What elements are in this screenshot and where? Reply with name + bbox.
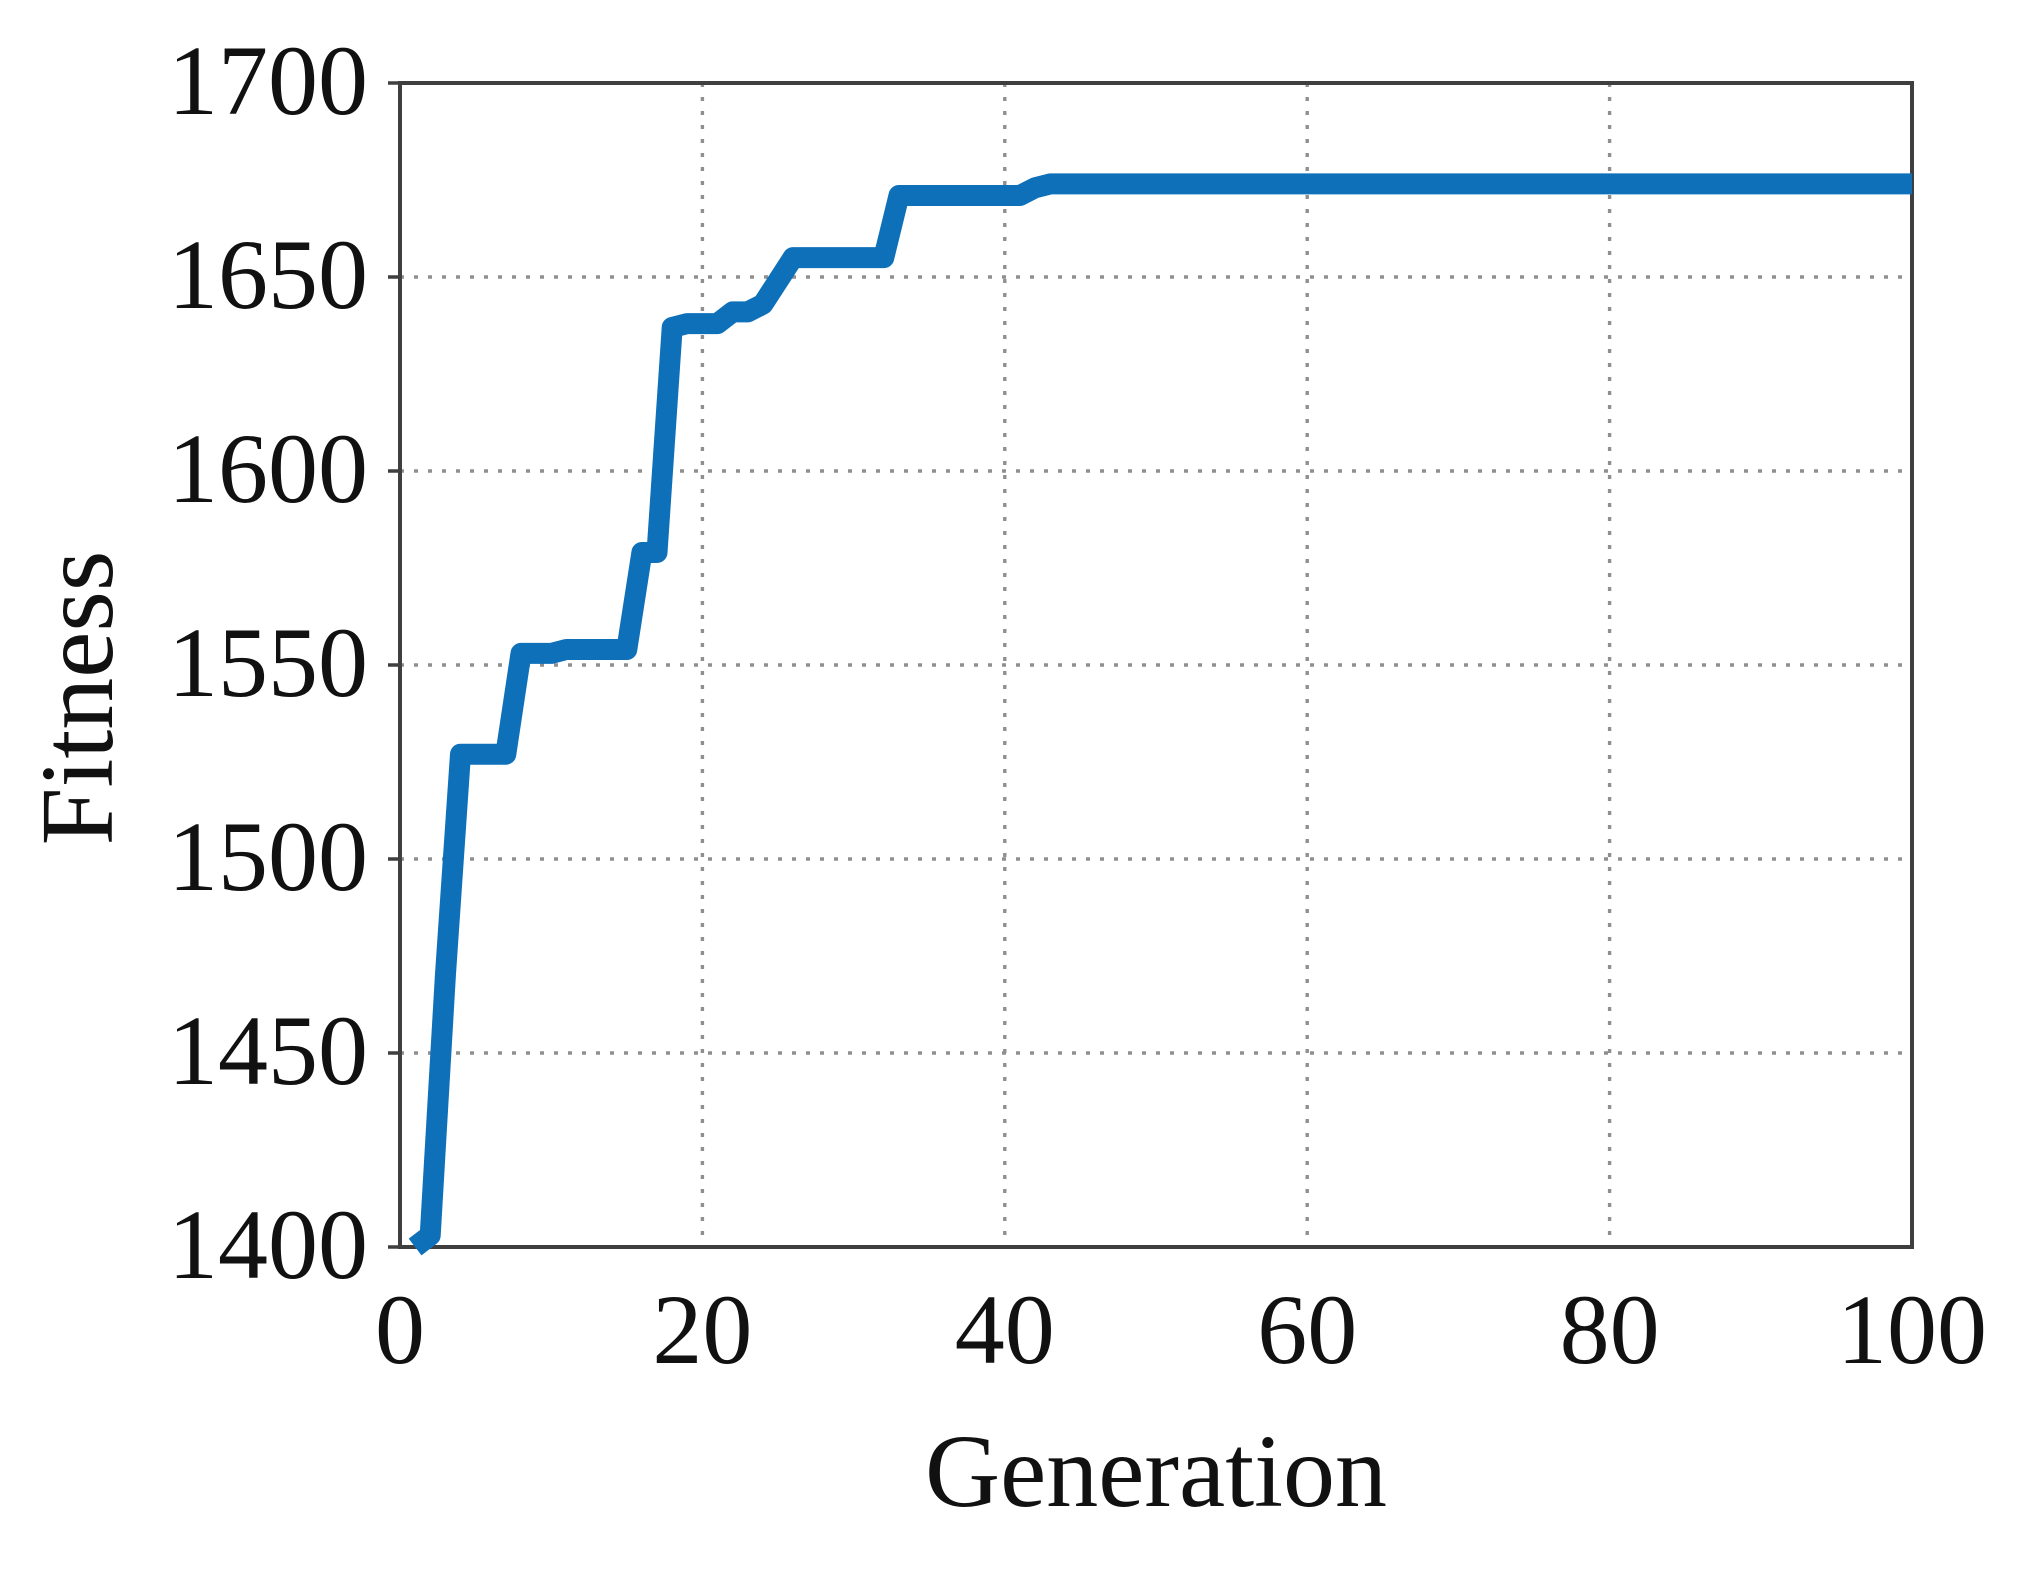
y-tick-label-1400: 1400 — [168, 1189, 368, 1300]
x-tick-label-80: 80 — [1559, 1274, 1660, 1385]
x-tick-label-0: 0 — [375, 1274, 425, 1385]
x-tick-label-20: 20 — [652, 1274, 753, 1385]
x-tick-label-60: 60 — [1257, 1274, 1358, 1385]
y-tick-label-1500: 1500 — [168, 801, 368, 912]
y-tick-label-1700: 1700 — [168, 25, 368, 136]
y-tick-label-1600: 1600 — [168, 413, 368, 524]
y-axis-title: Fitness — [20, 550, 135, 846]
y-tick-label-1550: 1550 — [168, 607, 368, 718]
grid-lines — [400, 83, 1912, 1247]
x-tick-label-40: 40 — [954, 1274, 1055, 1385]
x-tick-label-100: 100 — [1837, 1274, 1987, 1385]
x-axis-title: Generation — [924, 1414, 1388, 1529]
plot-border — [398, 81, 1914, 1249]
y-tick-label-1450: 1450 — [168, 995, 368, 1106]
y-tick-label-1650: 1650 — [168, 219, 368, 330]
fitness-line — [408, 173, 1912, 1256]
